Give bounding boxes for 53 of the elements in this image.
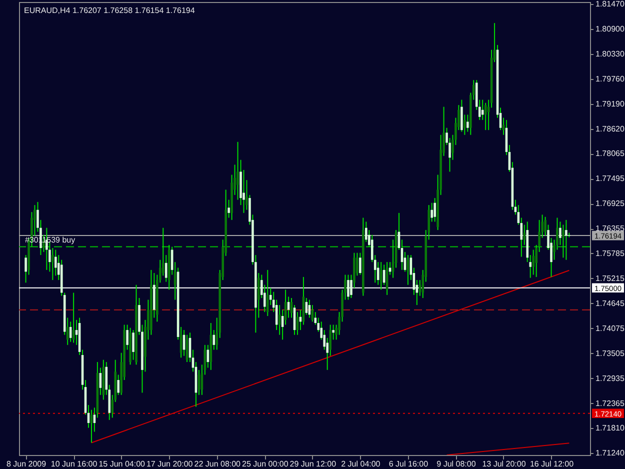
candlestick <box>466 114 469 132</box>
x-tick-label: 8 Jun 2009 <box>6 460 47 468</box>
candlestick <box>54 249 57 276</box>
y-tick-label: 1.71240 <box>596 448 625 458</box>
candlestick <box>117 374 120 396</box>
candlestick <box>347 274 350 300</box>
y-tick-label: 1.71810 <box>596 423 625 432</box>
y-tick-label: 1.73505 <box>596 348 625 358</box>
candlestick <box>562 224 564 258</box>
y-tick-label: 1.72365 <box>596 398 625 408</box>
y-tick-label: 1.77495 <box>596 174 625 184</box>
x-tick-label: 22 Jun 08:00 <box>194 460 242 468</box>
candlestick <box>523 224 526 246</box>
y-tick-label: 1.76355 <box>596 224 625 233</box>
y-tick-label: 1.79760 <box>596 74 625 84</box>
x-tick-label: 2 Jul 04:00 <box>341 460 381 468</box>
x-tick-label: 29 Jun 12:00 <box>290 460 337 468</box>
y-tick-label: 1.78065 <box>596 149 625 158</box>
y-tick-label: 1.79190 <box>596 100 625 109</box>
y-tick-label: 1.81470 <box>596 0 625 9</box>
candlestick <box>460 99 463 132</box>
candlestick <box>464 114 466 136</box>
x-tick-label: 16 Jul 12:00 <box>530 460 574 468</box>
y-tick-label: 1.75785 <box>596 248 625 258</box>
x-tick-label: 15 Jun 04:00 <box>98 460 146 468</box>
y-tick-label: 1.72935 <box>596 374 625 383</box>
x-tick-label: 17 Jun 20:00 <box>146 460 194 468</box>
y-tick-label: 1.74075 <box>596 324 625 333</box>
y-tick-label: 1.80900 <box>596 24 625 34</box>
candlestick <box>532 249 534 276</box>
candlestick <box>565 219 568 260</box>
x-tick-label: 6 Jul 16:00 <box>388 460 429 468</box>
candlestick <box>212 330 216 350</box>
candlestick <box>434 198 436 222</box>
candlestick <box>430 202 433 222</box>
y-tick-label: 1.76925 <box>596 199 625 208</box>
x-tick-label: 10 Jun 16:00 <box>50 460 98 468</box>
candlestick <box>332 324 334 340</box>
text: EURAUD,H4 1.76207 1.76258 1.76154 1.76194 <box>24 6 196 15</box>
y-tick-label: 1.74645 <box>596 298 625 308</box>
candlestick <box>258 272 260 318</box>
y-tick-label: 1.75215 <box>596 274 625 283</box>
candlestick <box>236 141 239 200</box>
x-tick-label: 25 Jun 00:00 <box>242 460 289 468</box>
candlestick <box>278 304 281 336</box>
candlestick <box>132 330 134 360</box>
candlestick <box>52 248 54 281</box>
y-tick-label: 1.78620 <box>596 124 625 134</box>
x-tick-label: 13 Jul 20:00 <box>482 460 526 468</box>
y-tick-label: 1.80330 <box>596 50 625 59</box>
x-tick-label: 9 Jul 08:00 <box>436 460 476 468</box>
candlestick <box>266 269 269 316</box>
candlestick <box>359 252 362 276</box>
